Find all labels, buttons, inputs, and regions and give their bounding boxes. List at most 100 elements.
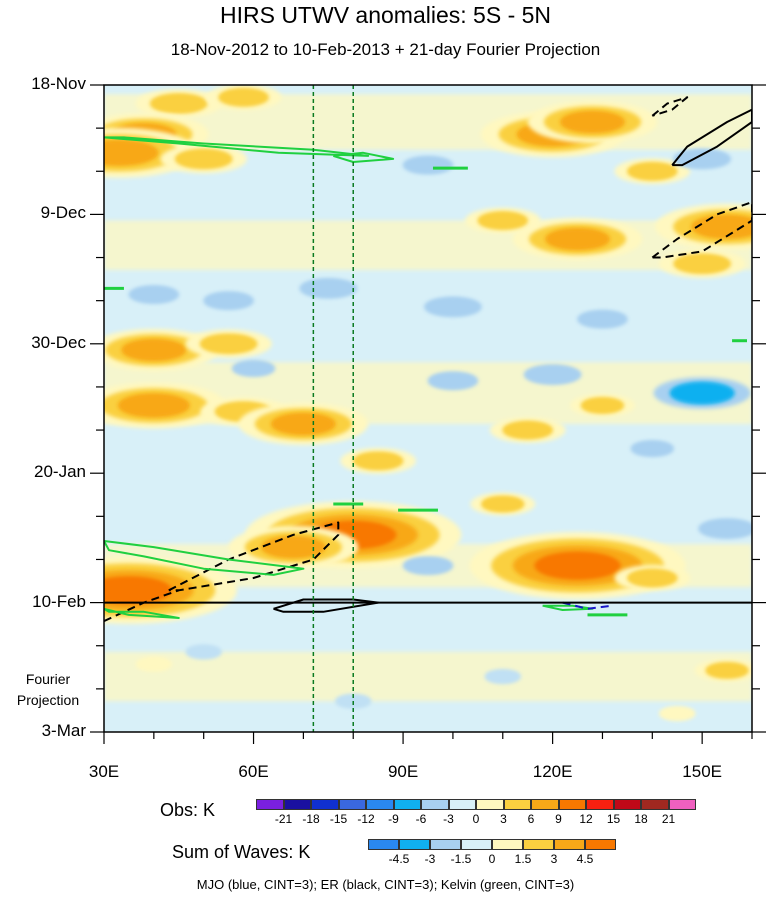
field-hotspot-core-24 <box>629 570 676 586</box>
x-tick-label: 30E <box>88 762 120 781</box>
waves-colorbar-level: -1.5 <box>450 852 472 866</box>
obs-colorbar-level: -6 <box>415 812 427 826</box>
waves-colorbar-level: -4.5 <box>388 852 410 866</box>
waves-colorbar-level: 3 <box>550 852 558 866</box>
y-tick-label: 20-Jan <box>34 462 86 482</box>
field-hotspot-core-37 <box>526 365 580 384</box>
obs-colorbar-title: Obs: K <box>160 800 215 821</box>
obs-colorbar-swatch <box>641 799 669 810</box>
obs-colorbar-swatch <box>338 799 366 810</box>
kelvin-contour-8 <box>104 540 305 576</box>
waves-colorbar-swatch <box>492 839 523 850</box>
obs-colorbar-swatch <box>476 799 504 810</box>
y-tick-label: 10-Feb <box>32 591 86 611</box>
waves-colorbar-level: 1.5 <box>514 852 532 866</box>
obs-colorbar-level: 21 <box>661 812 676 826</box>
field-hotspot-core-45 <box>486 670 520 683</box>
field-hotspot-core-39 <box>429 372 477 389</box>
reference-lines <box>104 85 752 732</box>
chart-subtitle: 18-Nov-2012 to 10-Feb-2013 + 21-day Four… <box>170 40 601 59</box>
obs-colorbar-level: -15 <box>329 812 348 826</box>
field-hotspot-core-5 <box>177 150 231 168</box>
waves-colorbar-level: -3 <box>424 852 436 866</box>
field-hotspot-core-13 <box>202 335 256 353</box>
field-hotspot-core-23 <box>537 553 618 578</box>
field-hotspot-core-30 <box>404 157 452 174</box>
obs-colorbar-swatch <box>668 799 696 810</box>
obs-colorbar-swatch <box>311 799 339 810</box>
obs-colorbar-swatch <box>558 799 586 810</box>
obs-colorbar-swatch <box>421 799 449 810</box>
field-hotspot-core-6 <box>562 112 623 132</box>
field-hotspot-core-26 <box>707 663 747 678</box>
obs-colorbar-swatch <box>393 799 421 810</box>
field-hotspot-core-32 <box>205 292 252 309</box>
y-tick-label: 3-Mar <box>41 721 86 740</box>
field-hotspot-core-21 <box>263 537 324 557</box>
waves-colorbar-swatch <box>585 839 616 850</box>
waves-colorbar-swatch <box>523 839 554 850</box>
obs-colorbar-swatch <box>283 799 311 810</box>
chart-title: HIRS UTWV anomalies: 5S - 5N <box>219 2 552 28</box>
field-hotspot-core-40 <box>632 441 673 456</box>
kelvin-contour-6 <box>104 136 370 157</box>
kelvin-contour-9 <box>104 607 180 619</box>
waves-colorbar-swatch <box>399 839 430 850</box>
field-hotspot-core-0 <box>152 94 206 113</box>
obs-colorbar-swatch <box>613 799 641 810</box>
waves-colorbar-title: Sum of Waves: K <box>172 842 310 863</box>
obs-colorbar-swatch <box>256 799 284 810</box>
er-contour-3 <box>168 521 340 592</box>
waves-colorbar-level: 4.5 <box>576 852 594 866</box>
obs-colorbar-swatch <box>366 799 394 810</box>
x-tick-label: 150E <box>682 762 722 781</box>
x-tick-label: 90E <box>387 762 419 781</box>
field-hotspot-core-27 <box>660 707 694 720</box>
footer-note: MJO (blue, CINT=3); ER (black, CINT=3); … <box>196 877 575 892</box>
obs-colorbar-level: 0 <box>472 812 480 826</box>
obs-colorbar-level: 9 <box>555 812 562 826</box>
field-hotspot-core-43 <box>187 645 221 659</box>
obs-colorbar-level: -12 <box>357 812 375 826</box>
field-hotspot-core-29 <box>675 150 729 168</box>
er-contour-1 <box>651 201 752 259</box>
obs-colorbar-level: 12 <box>579 812 593 826</box>
obs-colorbar-level: 15 <box>606 812 621 826</box>
y-tick-label: 30-Dec <box>31 332 86 352</box>
field-hotspot-core-4 <box>104 141 156 165</box>
er-contour-0 <box>671 108 752 167</box>
field-hotspot-core-19 <box>582 398 623 413</box>
field-hotspot-core-8 <box>547 229 608 249</box>
field-hotspot-core-28 <box>137 658 171 671</box>
obs-colorbar-level: -3 <box>443 812 454 826</box>
field-hotspot-core-41 <box>700 519 752 538</box>
field-hotspot-core-22 <box>104 577 169 603</box>
field-hotspot-core-33 <box>130 286 177 303</box>
obs-colorbar-level: -21 <box>274 812 293 826</box>
field-hotspot-core-1 <box>220 89 267 106</box>
obs-colorbar-swatch <box>531 799 559 810</box>
x-tick-label: 60E <box>238 762 269 781</box>
obs-colorbar-swatch <box>448 799 476 810</box>
obs-colorbar-label: Obs: K <box>160 800 216 820</box>
field-hotspot-core-17 <box>355 452 402 469</box>
y-tick-label: 18-Nov <box>31 74 86 93</box>
field-hotspot-core-14 <box>120 394 187 416</box>
waves-colorbar-swatch <box>554 839 585 850</box>
y-tick-label: 9-Dec <box>40 203 86 223</box>
waves-colorbar-swatch <box>430 839 461 850</box>
field-hotspot-core-10 <box>479 212 526 229</box>
field-hotspot-core-7 <box>629 163 676 180</box>
obs-colorbar-level: -9 <box>388 812 399 826</box>
obs-colorbar-level: -18 <box>302 812 320 826</box>
field-band-1 <box>104 220 752 270</box>
field-hotspot-core-16 <box>273 414 334 434</box>
field-hotspot-core-38 <box>233 361 274 376</box>
obs-colorbar-level: 6 <box>527 812 535 826</box>
field-hotspot-core-35 <box>579 311 626 328</box>
axis-ticks <box>90 84 766 744</box>
waves-colorbar-swatch <box>461 839 492 850</box>
fourier-projection-label: Fourier Projection <box>8 669 88 711</box>
waves-colorbar-label: Sum of Waves: K <box>172 842 311 862</box>
